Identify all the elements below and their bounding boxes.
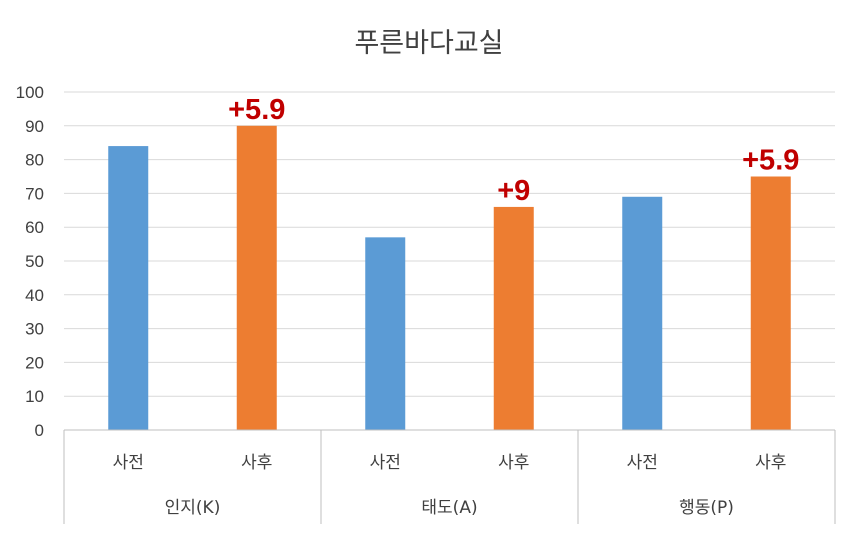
bar-annotation: +9 [497, 175, 530, 207]
y-tick-label: 60 [25, 218, 44, 237]
y-tick-label: 0 [35, 421, 44, 440]
gridlines [64, 91, 835, 397]
y-tick-label: 10 [25, 387, 44, 406]
x-group-label: 행동(P) [679, 498, 734, 518]
y-axis-ticks: 0 10 20 30 40 50 60 70 80 90 100 [16, 83, 44, 440]
bar-annotation: +5.9 [742, 145, 799, 177]
y-tick-label: 90 [25, 117, 44, 136]
bar-2-2 [493, 206, 534, 430]
chart-title: 푸른바다교실 [354, 28, 503, 59]
y-tick-label: 40 [25, 286, 44, 305]
x-category-label: 사전 [627, 453, 658, 473]
x-group-label: 인지(K) [165, 498, 221, 518]
bar-3-2 [750, 176, 791, 430]
bars: +5.9 +9 +5.9 [108, 94, 799, 431]
bar-3-1 [622, 196, 663, 430]
y-tick-label: 100 [16, 83, 44, 102]
x-category-label: 사전 [370, 453, 401, 473]
x-category-label: 사전 [113, 453, 144, 473]
y-tick-label: 50 [25, 252, 44, 271]
y-tick-label: 20 [25, 353, 44, 372]
bar-1-1 [108, 146, 149, 430]
y-tick-label: 70 [25, 184, 44, 203]
y-tick-label: 30 [25, 320, 44, 339]
x-category-label: 사후 [498, 453, 529, 473]
x-axis [63, 429, 836, 524]
bar-1-2 [236, 125, 277, 431]
bar-2-1 [365, 237, 406, 430]
bar-annotation: +5.9 [228, 94, 285, 126]
x-category-label: 사후 [755, 453, 786, 473]
y-tick-label: 80 [25, 151, 44, 170]
x-category-label: 사후 [241, 453, 272, 473]
x-group-label: 태도(A) [421, 498, 477, 518]
